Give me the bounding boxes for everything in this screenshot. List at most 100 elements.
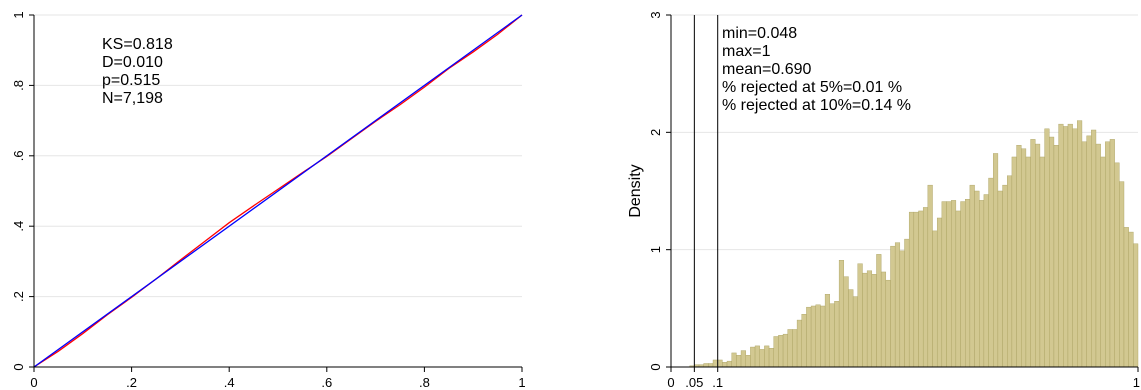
histogram-bar — [843, 276, 849, 368]
histogram-bar — [913, 211, 919, 368]
histogram-bar — [941, 201, 947, 368]
histogram-bar — [768, 348, 774, 368]
histogram-bar — [1011, 156, 1017, 368]
histogram-bar — [871, 274, 877, 368]
histogram-bar — [703, 363, 709, 368]
histogram-bar — [960, 201, 966, 368]
histogram-bar — [1081, 141, 1087, 368]
histogram-bar — [745, 355, 751, 368]
histogram-bar — [1077, 120, 1083, 368]
histogram-bar — [726, 360, 732, 368]
left-annotation-line: N=7,198 — [102, 90, 163, 107]
right-chart: 0 1 2 3 0 .05 .1 1 Density min=0.048max=1mean=… — [627, 11, 1140, 390]
histogram-bar — [1123, 227, 1129, 368]
histogram-bar — [922, 207, 929, 368]
histogram-bar — [1025, 156, 1031, 368]
histogram-bar — [908, 211, 915, 368]
histogram-bar — [899, 250, 905, 368]
histogram-bar — [988, 177, 994, 368]
histogram-bar — [810, 305, 816, 368]
right-histogram-bars — [689, 120, 1139, 368]
histogram-bar — [764, 345, 770, 368]
histogram-bar — [820, 305, 826, 368]
histogram-bar — [1086, 135, 1092, 368]
histogram-bar — [731, 352, 737, 368]
left-y-tick-label: .6 — [11, 150, 26, 161]
histogram-bar — [974, 190, 980, 368]
left-y-tick-label: .4 — [11, 221, 26, 232]
histogram-bar — [894, 242, 901, 368]
right-x-tick-label: 1 — [1133, 375, 1140, 390]
right-annotation-line: % rejected at 5%=0.01 % — [722, 79, 902, 96]
right-annotation-line: max=1 — [722, 43, 771, 60]
histogram-bar — [848, 289, 854, 368]
histogram-bar — [993, 153, 999, 368]
histogram-bar — [1053, 145, 1059, 368]
left-chart: 0 .2 .4 .6 .8 1 0 .2 .4 .6 .8 1 KS=0.818D=0.010p=0… — [11, 11, 526, 390]
right-x-tick-label: .1 — [712, 375, 723, 390]
right-annotation-line: % rejected at 10%=0.14 % — [722, 97, 911, 114]
histogram-bar — [1049, 136, 1055, 368]
histogram-bar — [965, 199, 971, 368]
left-series-group — [33, 14, 523, 368]
right-annotation-line: mean=0.690 — [722, 61, 812, 78]
histogram-bar — [1095, 143, 1101, 368]
histogram-bar — [946, 201, 952, 368]
right-y-tick-label: 0 — [648, 363, 663, 370]
histogram-bar — [904, 238, 910, 368]
left-series-line-2 — [33, 14, 523, 368]
histogram-bar — [792, 329, 798, 368]
histogram-bar — [778, 335, 784, 368]
histogram-bar — [852, 296, 859, 368]
left-annotation-line: p=0.515 — [102, 72, 160, 89]
histogram-bar — [787, 329, 793, 368]
histogram-bar — [824, 294, 830, 368]
left-y-tick-label: 0 — [11, 363, 26, 370]
histogram-bar — [1128, 231, 1134, 368]
right-x-tick-label: 0 — [667, 375, 674, 390]
left-x-tick-label: .8 — [419, 375, 430, 390]
histogram-bar — [969, 184, 975, 368]
left-annotation-line: D=0.010 — [102, 54, 163, 71]
histogram-bar — [1109, 139, 1115, 368]
histogram-bar — [754, 345, 760, 368]
histogram-bar — [1114, 162, 1120, 368]
histogram-bar — [932, 230, 938, 368]
histogram-bar — [782, 333, 788, 368]
left-gridlines — [34, 14, 522, 298]
histogram-bar — [829, 303, 835, 368]
histogram-bar — [1119, 181, 1125, 368]
right-x-tick-label: .05 — [685, 375, 703, 390]
histogram-bar — [951, 200, 957, 368]
histogram-bar — [815, 304, 821, 368]
histogram-bar — [759, 349, 765, 368]
right-y-ticks: 0 1 2 3 — [648, 11, 671, 371]
histogram-bar — [712, 359, 718, 368]
histogram-bar — [918, 210, 924, 368]
histogram-bar — [740, 350, 746, 368]
histogram-bar — [1072, 128, 1078, 368]
histogram-bar — [708, 363, 714, 368]
histogram-bar — [1021, 148, 1027, 368]
right-y-tick-label: 1 — [648, 246, 663, 253]
histogram-bar — [1058, 123, 1064, 368]
histogram-bar — [834, 301, 840, 368]
left-y-tick-label: 1 — [11, 11, 26, 18]
left-x-tick-label: .6 — [321, 375, 332, 390]
histogram-bar — [983, 194, 989, 368]
histogram-bar — [1007, 175, 1013, 368]
histogram-bar — [722, 362, 728, 368]
right-annotation-line: min=0.048 — [722, 25, 797, 42]
right-y-tick-label: 2 — [648, 129, 663, 136]
right-y-axis-label: Density — [627, 164, 644, 217]
histogram-bar — [801, 314, 807, 368]
histogram-bar — [1030, 139, 1036, 368]
histogram-bar — [1039, 156, 1045, 368]
right-reference-lines — [693, 15, 719, 367]
histogram-bar — [885, 279, 891, 368]
histogram-bar — [997, 190, 1003, 368]
histogram-bar — [838, 260, 844, 368]
histogram-bar — [955, 210, 961, 368]
histogram-bar — [890, 245, 896, 368]
